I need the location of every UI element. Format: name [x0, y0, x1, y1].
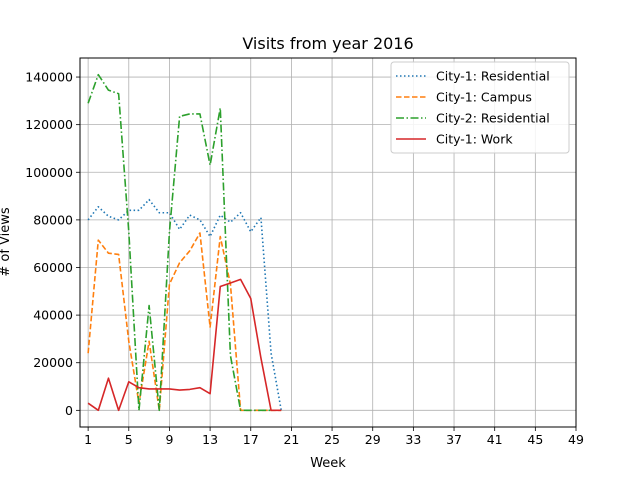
chart-title: Visits from year 2016: [242, 34, 413, 53]
x-tick-label: 21: [283, 432, 299, 447]
legend-label-1: City-1: Residential: [436, 69, 550, 84]
legend-label-2: City-1: Campus: [436, 90, 532, 105]
plot-frame: [79, 57, 577, 428]
series-lines: [87, 73, 283, 412]
y-tick-label: 100000: [25, 165, 73, 180]
legend-label-3: City-2: Residential: [436, 111, 550, 126]
x-tick-label: 29: [365, 432, 381, 447]
y-tick-label: 40000: [33, 308, 73, 323]
x-tick-label: 25: [324, 432, 340, 447]
y-tick-label: 20000: [33, 355, 73, 370]
x-tick-label: 13: [202, 432, 218, 447]
x-axis-label: Week: [310, 456, 346, 471]
y-tick-label: 140000: [25, 70, 73, 85]
x-tick-label: 33: [405, 432, 421, 447]
x-tick-label: 17: [243, 432, 259, 447]
y-tick-label: 0: [65, 403, 73, 418]
x-tick-label: 49: [568, 432, 584, 447]
series-line-3: [87, 73, 272, 412]
legend-label-4: City-1: Work: [436, 132, 513, 147]
axis-ticks: 1 5 9 13 17 21 25 29 33 37 41 45 49 0 20000 40000 60000 8…: [25, 70, 584, 447]
y-tick-label: 80000: [33, 212, 73, 227]
x-tick-label: 5: [125, 432, 133, 447]
legend-box: [390, 61, 570, 154]
x-tick-label: 45: [527, 432, 543, 447]
x-tick-label: 41: [487, 432, 503, 447]
y-tick-label: 60000: [33, 260, 73, 275]
series-line-4: [87, 278, 282, 412]
legend: City-1: Residential City-1: Campus City-2:…: [390, 61, 570, 154]
x-tick-label: 1: [84, 432, 92, 447]
y-axis-label: # of Views: [0, 207, 13, 277]
x-tick-label: 37: [446, 432, 462, 447]
series-line-2: [87, 232, 282, 412]
y-tick-label: 120000: [25, 117, 73, 132]
x-tick-label: 9: [165, 432, 173, 447]
